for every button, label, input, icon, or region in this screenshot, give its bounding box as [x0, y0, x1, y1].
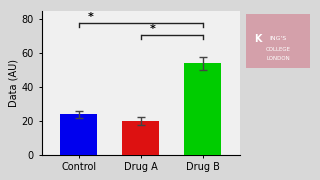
Bar — [184, 63, 221, 155]
Bar — [60, 114, 97, 155]
Y-axis label: Data (AU): Data (AU) — [9, 59, 19, 107]
Text: ING'S: ING'S — [270, 36, 287, 41]
Text: *: * — [88, 12, 94, 22]
Text: *: * — [150, 24, 156, 34]
Text: COLLEGE: COLLEGE — [266, 47, 291, 52]
Bar — [122, 121, 159, 155]
Text: LONDON: LONDON — [267, 56, 290, 61]
Text: K: K — [254, 34, 262, 44]
